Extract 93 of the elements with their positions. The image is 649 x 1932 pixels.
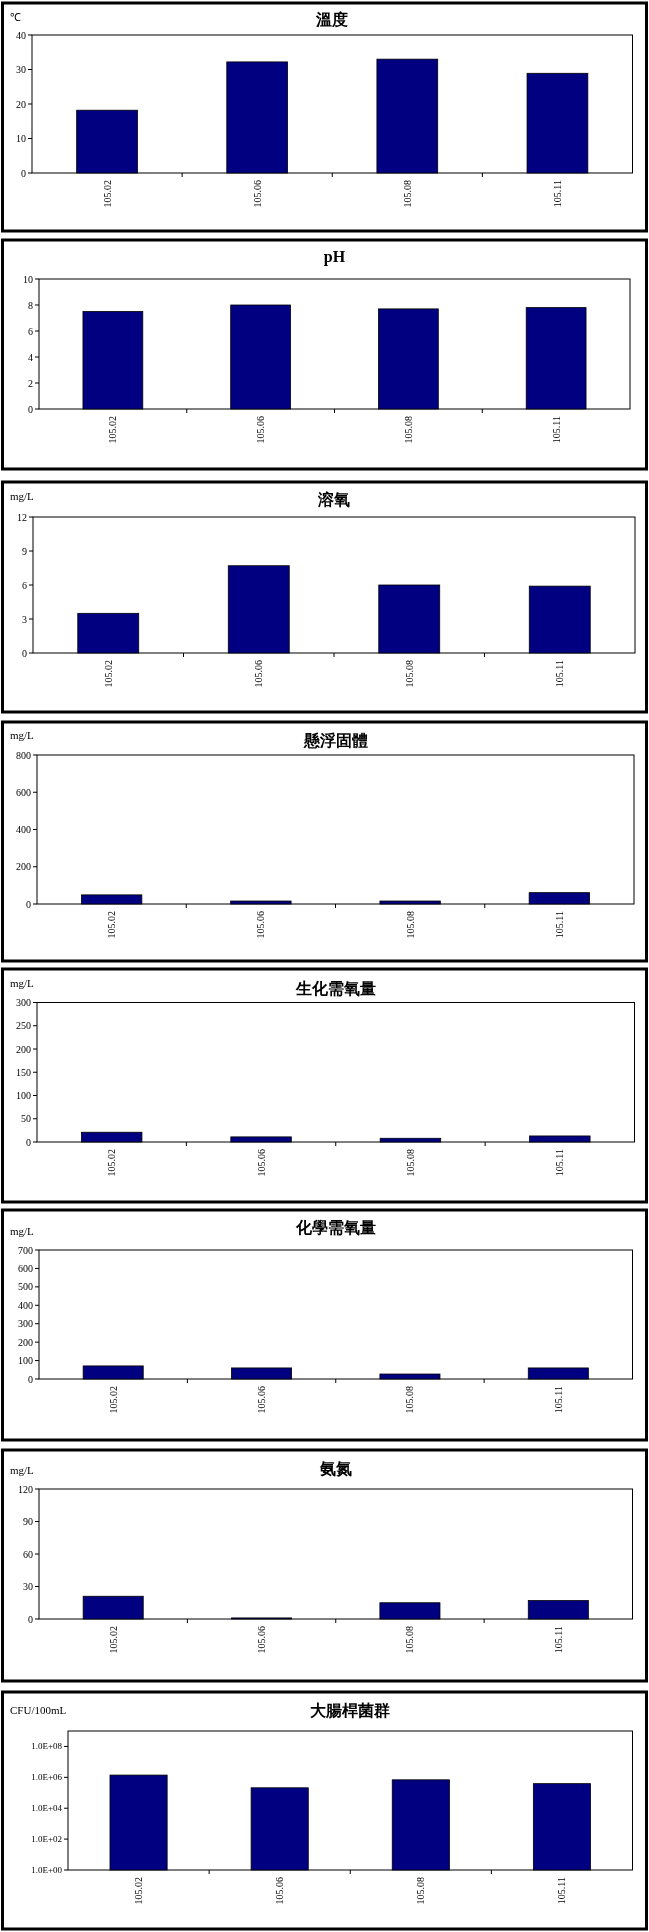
y-tick-label: 600: [16, 786, 31, 798]
y-tick-label: 1.0E+02: [31, 1834, 62, 1845]
x-tick-label: 105.02: [102, 660, 114, 688]
y-axis-title: mg/L: [10, 1225, 35, 1237]
y-tick-label: 4: [28, 351, 33, 363]
y-tick-label: 1.0E+04: [31, 1803, 63, 1814]
x-tick-label: 105.06: [274, 1877, 286, 1905]
y-tick-label: 0: [22, 647, 27, 659]
y-tick-label: 0: [26, 898, 31, 910]
chart-title: 溫度: [315, 9, 349, 28]
x-tick-label: 105.06: [255, 1149, 267, 1177]
y-tick-label: 400: [16, 824, 31, 835]
x-tick-label: 105.06: [255, 416, 267, 444]
y-tick-label: 30: [23, 1581, 33, 1592]
y-tick-label: 8: [28, 299, 33, 311]
y-tick-label: 50: [21, 1113, 31, 1125]
chart-title: 懸浮固體: [302, 731, 368, 749]
y-tick-label: 30: [16, 64, 26, 75]
x-tick-label: 105.06: [251, 180, 263, 208]
y-tick-label: 1.0E+00: [31, 1865, 63, 1875]
x-tick-label: 105.11: [551, 180, 563, 208]
x-tick-label: 105.02: [107, 1626, 119, 1654]
chart-title: 生化需氧量: [294, 979, 376, 997]
x-tick-label: 105.02: [101, 180, 113, 208]
y-tick-label: 300: [16, 997, 31, 1008]
y-tick-label: 12: [17, 511, 27, 523]
x-tick-label: 105.06: [256, 1626, 268, 1654]
y-tick-label: 300: [18, 1318, 33, 1330]
y-tick-label: 90: [23, 1516, 33, 1527]
y-axis-title: mg/L: [10, 1464, 35, 1476]
x-tick-label: 105.11: [553, 911, 565, 939]
y-tick-label: 3: [22, 613, 27, 625]
y-tick-label: 6: [28, 325, 33, 337]
x-tick-label: 105.08: [404, 1149, 416, 1177]
y-tick-label: 0: [28, 1613, 33, 1625]
y-axis-title: CFU/100mL: [10, 1704, 67, 1716]
y-tick-label: 400: [18, 1299, 33, 1311]
x-tick-label: 105.08: [404, 1626, 416, 1654]
y-tick-label: 250: [16, 1020, 31, 1032]
x-tick-label: 105.08: [401, 180, 413, 208]
y-tick-label: 40: [16, 29, 26, 41]
y-tick-label: 1.0E+06: [31, 1772, 63, 1783]
y-tick-label: 0: [26, 1136, 31, 1148]
x-tick-label: 105.08: [402, 416, 414, 444]
y-tick-label: 800: [16, 749, 31, 761]
y-tick-label: 200: [18, 1336, 33, 1348]
y-tick-label: 120: [18, 1483, 33, 1495]
x-tick-label: 105.02: [133, 1877, 145, 1905]
x-tick-label: 105.08: [404, 911, 416, 939]
y-tick-label: 10: [23, 273, 33, 285]
y-tick-label: 0: [21, 167, 26, 179]
x-tick-label: 105.11: [554, 1149, 566, 1177]
x-tick-label: 105.11: [556, 1877, 568, 1905]
y-tick-label: 200: [16, 861, 31, 873]
x-tick-label: 105.02: [107, 1386, 119, 1414]
y-tick-label: 2: [28, 377, 33, 389]
x-tick-label: 105.08: [415, 1877, 427, 1905]
y-tick-label: 200: [16, 1043, 31, 1055]
x-tick-label: 105.11: [552, 1386, 564, 1414]
y-tick-label: 6: [22, 579, 27, 591]
x-tick-label: 105.11: [552, 1626, 564, 1654]
y-tick-label: 10: [16, 133, 26, 144]
x-tick-label: 105.02: [106, 1149, 118, 1177]
chart-title: 溶氧: [317, 489, 350, 508]
chart-title: pH: [323, 247, 346, 266]
x-tick-label: 105.02: [106, 911, 118, 939]
y-tick-label: 700: [18, 1244, 33, 1256]
y-tick-label: 0: [28, 403, 33, 415]
x-tick-label: 105.02: [107, 416, 119, 444]
x-tick-label: 105.11: [550, 416, 562, 444]
y-tick-label: 9: [22, 545, 27, 557]
x-tick-label: 105.06: [256, 1386, 268, 1414]
y-tick-label: 60: [23, 1548, 33, 1560]
x-tick-label: 105.08: [404, 1386, 416, 1414]
y-tick-label: 100: [16, 1090, 31, 1101]
x-tick-label: 105.06: [255, 911, 267, 939]
y-tick-label: 20: [16, 98, 26, 110]
x-tick-label: 105.08: [403, 660, 415, 688]
y-tick-label: 100: [18, 1355, 33, 1367]
y-tick-label: 600: [18, 1262, 33, 1274]
chart-title: 大腸桿菌群: [310, 1701, 391, 1719]
y-axis-title: mg/L: [10, 729, 35, 741]
y-tick-label: 500: [18, 1281, 33, 1293]
y-axis-title: ℃: [10, 11, 21, 23]
y-tick-label: 0: [28, 1373, 33, 1385]
chart-title: 化學需氧量: [294, 1218, 376, 1236]
y-tick-label: 150: [16, 1066, 31, 1078]
y-axis-title: mg/L: [10, 490, 35, 502]
x-tick-label: 105.11: [554, 660, 566, 688]
x-tick-label: 105.06: [253, 660, 265, 688]
chart-title: 氨氮: [318, 1459, 352, 1477]
y-tick-label: 1.0E+08: [31, 1741, 63, 1752]
y-axis-title: mg/L: [10, 977, 35, 989]
